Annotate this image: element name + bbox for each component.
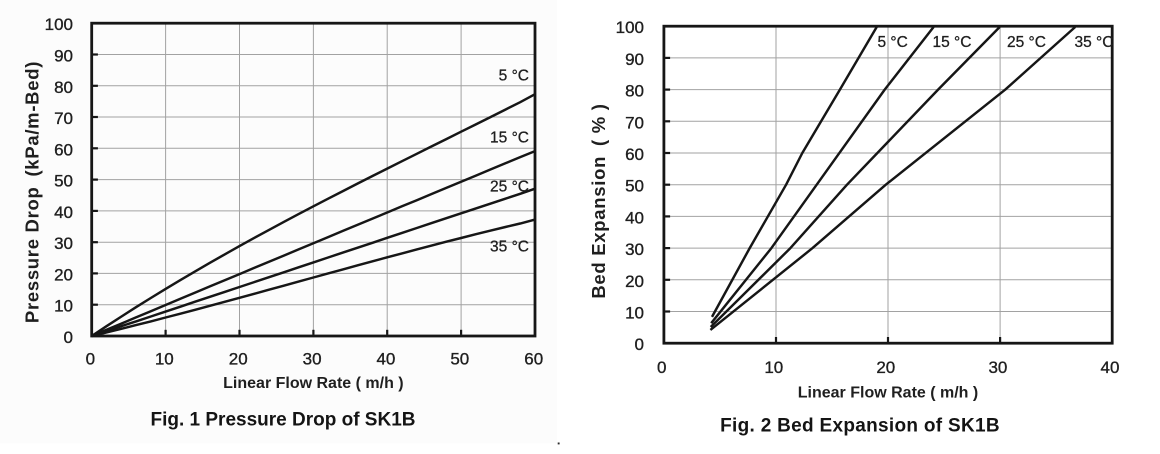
svg-text:70: 70: [54, 109, 73, 128]
svg-text:Fig. 2 Bed Expansion of SK1B: Fig. 2 Bed Expansion of SK1B: [720, 416, 1000, 437]
svg-text:0: 0: [635, 335, 644, 354]
svg-text:10: 10: [155, 350, 174, 369]
svg-text:60: 60: [625, 145, 644, 164]
svg-text:Linear Flow Rate ( m/h ): Linear Flow Rate ( m/h ): [798, 385, 978, 402]
svg-text:60: 60: [524, 350, 543, 369]
svg-text:10: 10: [764, 358, 783, 377]
svg-text:80: 80: [54, 78, 73, 97]
svg-text:Pressure Drop (kPa/m-Bed): Pressure Drop (kPa/m-Bed): [22, 61, 43, 323]
svg-text:30: 30: [625, 240, 644, 259]
svg-text:15 °C: 15 °C: [490, 130, 529, 147]
svg-text:25 °C: 25 °C: [490, 179, 529, 196]
svg-text:Fig. 1 Pressure Drop of SK1B: Fig. 1 Pressure Drop of SK1B: [150, 410, 415, 431]
svg-text:100: 100: [45, 15, 73, 34]
svg-text:90: 90: [625, 50, 644, 69]
svg-text:40: 40: [376, 350, 395, 369]
svg-text:90: 90: [54, 47, 73, 66]
svg-text:0: 0: [64, 328, 73, 347]
svg-text:10: 10: [625, 304, 644, 323]
svg-text:Bed Expansion ( % ): Bed Expansion ( % ): [588, 103, 609, 298]
svg-text:40: 40: [625, 208, 644, 227]
svg-text:25 °C: 25 °C: [1007, 34, 1046, 51]
svg-text:20: 20: [625, 272, 644, 291]
svg-text:70: 70: [625, 113, 644, 132]
svg-text:50: 50: [54, 172, 73, 191]
svg-text:5 °C: 5 °C: [499, 68, 529, 85]
svg-text:0: 0: [657, 358, 666, 377]
svg-text:Linear Flow Rate ( m/h ): Linear Flow Rate ( m/h ): [223, 375, 403, 392]
svg-text:20: 20: [54, 265, 73, 284]
svg-text:30: 30: [303, 350, 322, 369]
svg-text:35 °C: 35 °C: [1075, 34, 1114, 51]
svg-text:15 °C: 15 °C: [933, 34, 972, 51]
svg-text:80: 80: [625, 82, 644, 101]
svg-text:40: 40: [54, 203, 73, 222]
svg-text:50: 50: [625, 177, 644, 196]
svg-text:10: 10: [54, 297, 73, 316]
svg-text:50: 50: [450, 350, 469, 369]
svg-text:20: 20: [876, 358, 895, 377]
svg-text:5 °C: 5 °C: [878, 34, 908, 51]
svg-text:100: 100: [616, 18, 644, 37]
svg-text:20: 20: [229, 350, 248, 369]
svg-text:30: 30: [988, 358, 1007, 377]
svg-text:60: 60: [54, 140, 73, 159]
svg-text:40: 40: [1101, 358, 1120, 377]
svg-text:35 °C: 35 °C: [490, 239, 529, 256]
svg-text:0: 0: [86, 350, 95, 369]
svg-text:30: 30: [54, 234, 73, 253]
